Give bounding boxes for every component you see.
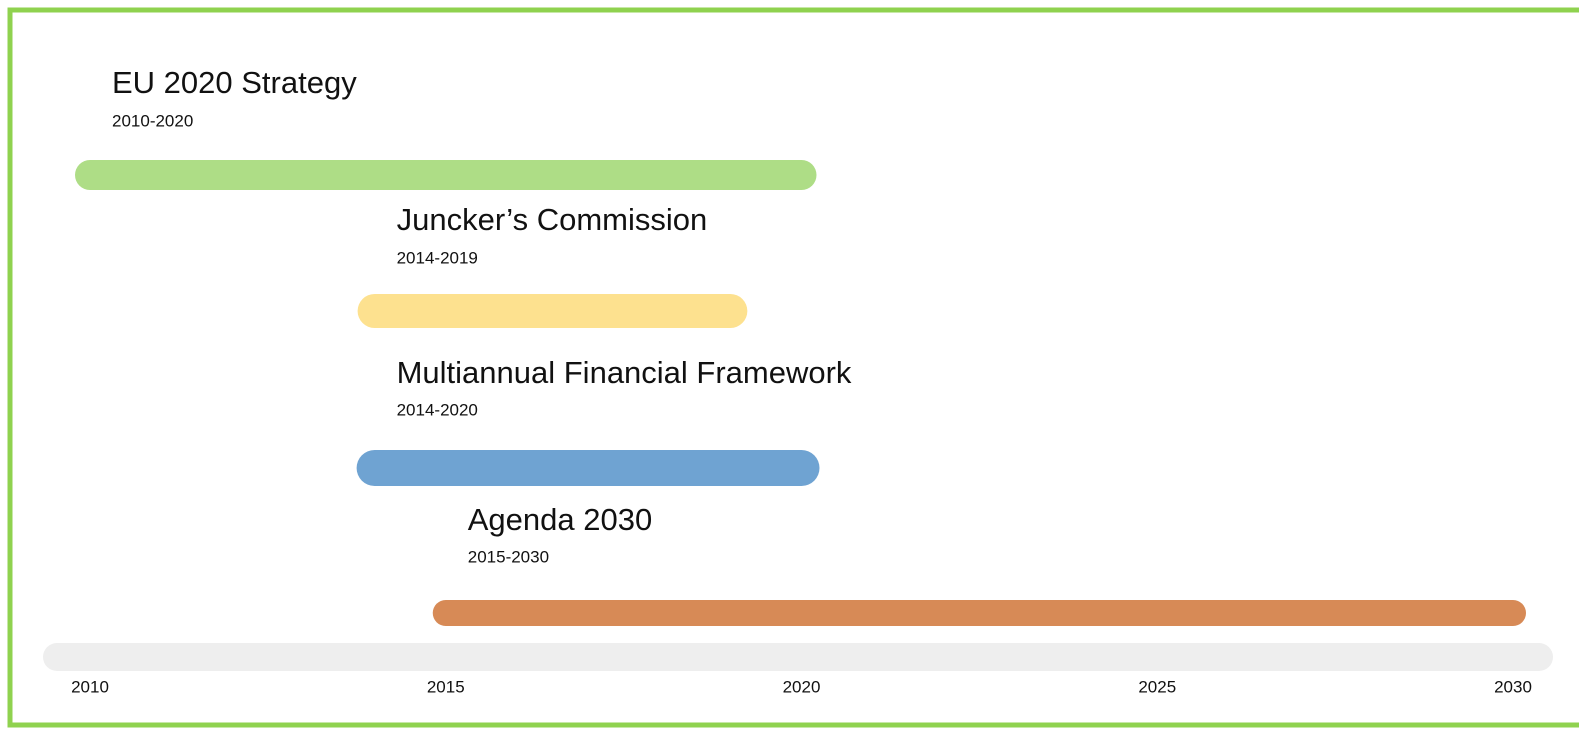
timeline-bar xyxy=(357,294,748,328)
item-title: Juncker’s Commission xyxy=(397,202,708,237)
x-tick-label: 2015 xyxy=(427,677,465,696)
item-title: Multiannual Financial Framework xyxy=(397,355,852,390)
item-title: Agenda 2030 xyxy=(468,502,652,537)
timeline-bar xyxy=(75,160,817,190)
x-tick-label: 2010 xyxy=(71,677,109,696)
x-tick-label: 2020 xyxy=(783,677,821,696)
item-period: 2015-2030 xyxy=(468,547,549,566)
x-tick-label: 2030 xyxy=(1494,677,1532,696)
timeline-bar xyxy=(356,450,820,486)
x-tick-label: 2025 xyxy=(1138,677,1176,696)
timeline-bar xyxy=(432,600,1526,626)
item-period: 2010-2020 xyxy=(112,111,193,130)
frame xyxy=(7,7,1579,728)
item-title: EU 2020 Strategy xyxy=(112,65,357,100)
axis-bar xyxy=(43,643,1553,671)
item-period: 2014-2020 xyxy=(397,400,478,419)
item-period: 2014-2019 xyxy=(397,248,478,267)
